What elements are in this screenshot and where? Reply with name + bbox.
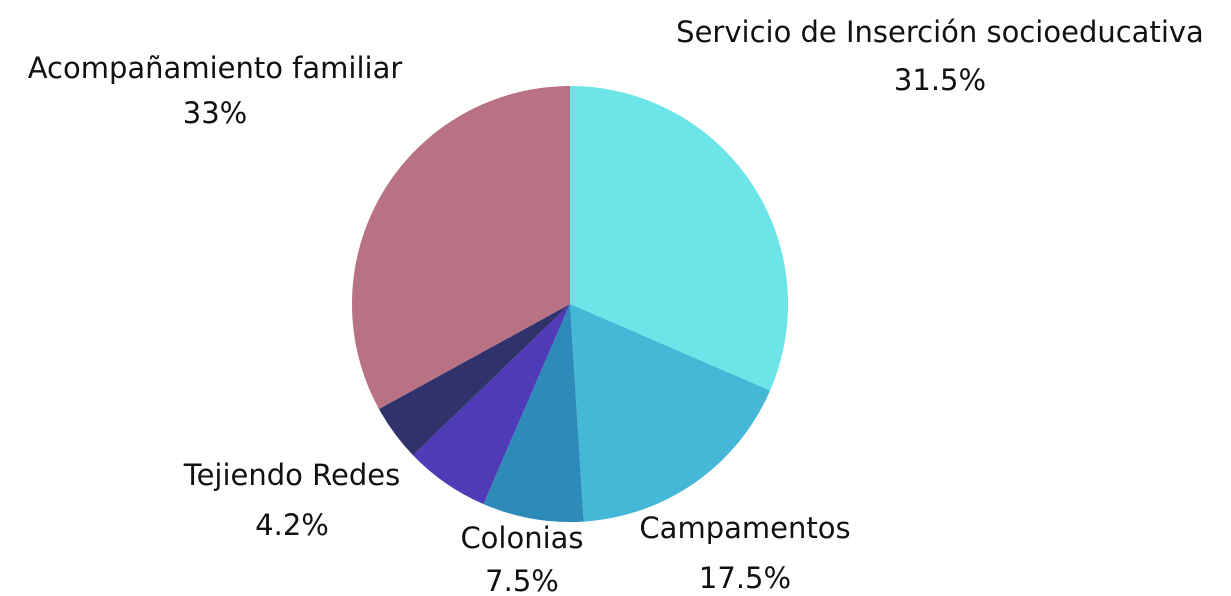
value-label: 17.5% (699, 561, 791, 595)
value-label: 31.5% (894, 63, 986, 97)
pie-slice (570, 304, 771, 522)
slice-label: Colonias (460, 521, 583, 555)
value-label: 33% (183, 96, 247, 130)
pie-slice (483, 304, 584, 522)
value-label: 4.2% (255, 508, 329, 542)
value-label: 7.5% (485, 564, 559, 596)
pie-slice (352, 86, 570, 410)
pie-slice (378, 304, 570, 456)
slice-label: Tejiendo Redes (183, 458, 400, 492)
slice-label: Acompañamiento familiar (28, 51, 403, 85)
slice-label: Campamentos (639, 511, 850, 545)
pie-slice (412, 304, 570, 505)
pie-slice (570, 86, 788, 391)
slice-label: Servicio de Inserción socioeducativa (676, 15, 1204, 49)
